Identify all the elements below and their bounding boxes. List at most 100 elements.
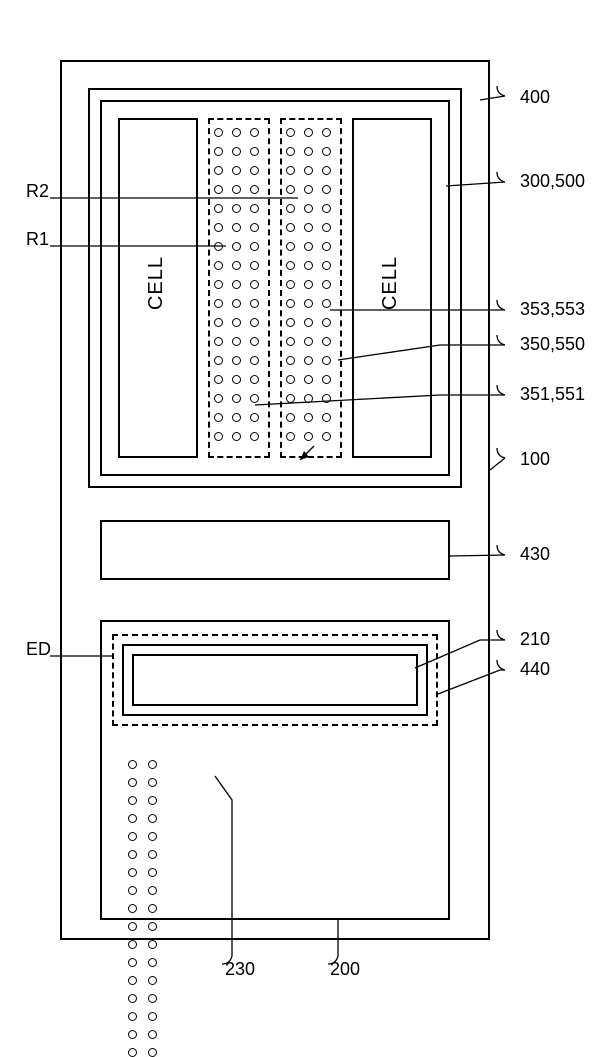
- dot-r2: [322, 337, 331, 346]
- dot-r2: [304, 242, 313, 251]
- dot-r1: [214, 242, 223, 251]
- dot-r1: [214, 223, 223, 232]
- dot-r1: [232, 128, 241, 137]
- dot-r1: [232, 375, 241, 384]
- dot-bottom: [148, 868, 157, 877]
- dot-r1: [250, 166, 259, 175]
- dot-r2: [286, 147, 295, 156]
- callout-c_100: 100: [520, 450, 550, 468]
- dot-r2: [286, 261, 295, 270]
- dot-bottom: [148, 814, 157, 823]
- dot-r2: [304, 128, 313, 137]
- dot-bottom: [148, 778, 157, 787]
- dot-r2: [286, 337, 295, 346]
- dot-r2: [322, 223, 331, 232]
- dot-r1: [214, 166, 223, 175]
- dot-r1: [250, 375, 259, 384]
- dot-r2: [322, 128, 331, 137]
- dot-r1: [250, 318, 259, 327]
- dot-r2: [304, 394, 313, 403]
- dot-r1: [250, 299, 259, 308]
- dot-bottom: [148, 850, 157, 859]
- dot-r1: [250, 337, 259, 346]
- dot-r1: [214, 375, 223, 384]
- dot-r1: [214, 356, 223, 365]
- dot-r1: [232, 166, 241, 175]
- dot-r2: [322, 280, 331, 289]
- dot-r2: [286, 185, 295, 194]
- dot-bottom: [148, 904, 157, 913]
- dot-r1: [250, 280, 259, 289]
- dot-r1: [232, 394, 241, 403]
- dot-r1: [214, 337, 223, 346]
- dot-r1: [214, 280, 223, 289]
- callout-c_230: 230: [225, 960, 255, 978]
- dot-bottom: [148, 1048, 157, 1057]
- dot-r2: [286, 299, 295, 308]
- dot-r2: [304, 185, 313, 194]
- dot-r2: [286, 394, 295, 403]
- dot-bottom: [128, 832, 137, 841]
- dot-r2: [322, 432, 331, 441]
- dot-r2: [322, 375, 331, 384]
- dot-bottom: [128, 1030, 137, 1039]
- dot-bottom: [148, 976, 157, 985]
- dot-r1: [232, 356, 241, 365]
- dot-bottom: [128, 1012, 137, 1021]
- dot-bottom: [148, 760, 157, 769]
- dot-r1: [250, 413, 259, 422]
- dot-r2: [304, 147, 313, 156]
- dot-r1: [250, 147, 259, 156]
- dot-r1: [250, 204, 259, 213]
- dot-r2: [304, 223, 313, 232]
- dot-r1: [232, 318, 241, 327]
- callout-c_ED: ED: [26, 640, 51, 658]
- dot-r2: [304, 166, 313, 175]
- dot-bottom: [148, 922, 157, 931]
- dot-bottom: [128, 868, 137, 877]
- dot-r1: [214, 299, 223, 308]
- callout-c_351: 351,551: [520, 385, 585, 403]
- dot-r1: [214, 413, 223, 422]
- dot-bottom: [148, 994, 157, 1003]
- dot-r2: [322, 299, 331, 308]
- dot-r2: [304, 337, 313, 346]
- dot-r2: [286, 223, 295, 232]
- dot-r1: [250, 432, 259, 441]
- dot-bottom: [128, 940, 137, 949]
- dot-bottom: [128, 922, 137, 931]
- dot-r2: [322, 166, 331, 175]
- dot-r1: [214, 432, 223, 441]
- dot-bottom: [128, 778, 137, 787]
- dot-r1: [232, 261, 241, 270]
- leader-c_100: [490, 458, 505, 470]
- dot-r1: [232, 299, 241, 308]
- callout-c_353: 353,553: [520, 300, 585, 318]
- dot-r1: [250, 128, 259, 137]
- dot-r2: [304, 318, 313, 327]
- lower-solid-b: [132, 654, 418, 706]
- callout-c_440: 440: [520, 660, 550, 678]
- dot-r2: [304, 432, 313, 441]
- callout-c_400: 400: [520, 88, 550, 106]
- dot-r2: [286, 432, 295, 441]
- dot-r2: [322, 242, 331, 251]
- dot-r1: [250, 223, 259, 232]
- callout-c_R2: R2: [26, 182, 49, 200]
- dot-r2: [322, 185, 331, 194]
- dot-r2: [286, 413, 295, 422]
- dot-bottom: [128, 976, 137, 985]
- dot-r1: [250, 261, 259, 270]
- dot-bottom: [148, 940, 157, 949]
- dot-r2: [304, 280, 313, 289]
- dot-bottom: [128, 904, 137, 913]
- dot-r2: [286, 128, 295, 137]
- dot-r2: [286, 166, 295, 175]
- dot-bottom: [128, 1048, 137, 1057]
- dot-r1: [250, 242, 259, 251]
- dot-r1: [232, 147, 241, 156]
- dot-r1: [250, 356, 259, 365]
- dot-bottom: [128, 796, 137, 805]
- dot-r2: [304, 204, 313, 213]
- dot-r1: [214, 204, 223, 213]
